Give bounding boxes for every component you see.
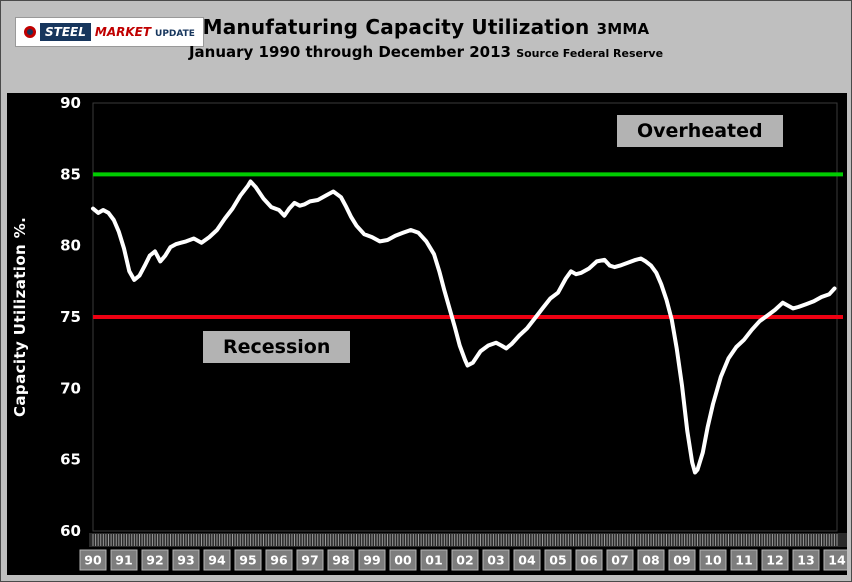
svg-text:75: 75 [60,308,81,326]
svg-text:98: 98 [332,553,349,568]
logo-ring-icon [24,26,36,38]
svg-text:05: 05 [549,553,566,568]
svg-text:90: 90 [60,94,81,112]
svg-text:93: 93 [177,553,194,568]
svg-text:02: 02 [456,553,473,568]
svg-text:85: 85 [60,165,81,183]
chart-header: Manufaturing Capacity Utilization 3MMA J… [1,15,851,61]
title-main: Manufaturing Capacity Utilization [202,15,590,39]
chart-panel: 90 85 80 75 70 65 60 90 91 92 93 94 95 96 97 98 99 00 01 02… [7,93,847,575]
logo-update-text: UPDATE [155,29,195,39]
svg-text:91: 91 [115,553,132,568]
page-subtitle: January 1990 through December 2013 Sourc… [1,43,851,61]
svg-text:60: 60 [60,522,81,540]
steel-market-update-logo: STEEL MARKET UPDATE [15,17,204,47]
svg-text:12: 12 [766,553,783,568]
overheated-label: Overheated [617,115,783,147]
svg-text:97: 97 [301,553,318,568]
svg-text:09: 09 [673,553,690,568]
svg-text:65: 65 [60,451,81,469]
svg-text:06: 06 [580,553,598,568]
svg-text:90: 90 [84,553,102,568]
svg-text:11: 11 [735,553,752,568]
svg-text:01: 01 [425,553,442,568]
svg-text:10: 10 [704,553,722,568]
svg-text:13: 13 [797,553,814,568]
subtitle-source: Source Federal Reserve [516,47,664,60]
svg-text:14: 14 [828,553,846,568]
recession-label: Recession [203,331,351,363]
svg-text:80: 80 [60,237,81,255]
svg-text:94: 94 [208,553,226,568]
svg-text:04: 04 [518,553,536,568]
subtitle-main: January 1990 through December 2013 [188,43,511,61]
svg-text:92: 92 [146,553,163,568]
svg-text:99: 99 [363,553,380,568]
logo-market-text: MARKET [94,25,152,39]
svg-text:70: 70 [60,379,81,397]
svg-text:03: 03 [487,553,504,568]
page-title: Manufaturing Capacity Utilization 3MMA [1,15,851,39]
svg-text:96: 96 [270,553,288,568]
svg-text:00: 00 [394,553,412,568]
logo-steel-text: STEEL [40,23,91,41]
title-suffix: 3MMA [596,20,650,38]
y-axis-label: Capacity Utilization %. [11,216,29,418]
svg-text:95: 95 [239,553,256,568]
svg-text:07: 07 [611,553,628,568]
svg-text:08: 08 [642,553,659,568]
